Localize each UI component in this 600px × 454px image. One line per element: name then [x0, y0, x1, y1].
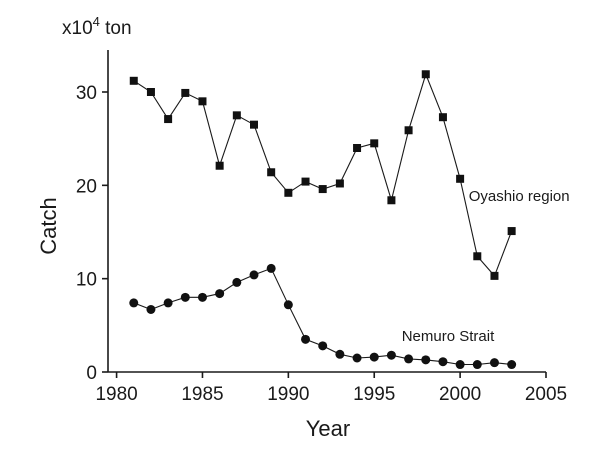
- x-tick-label-1990: 1990: [267, 384, 309, 405]
- square-point-oyashio-region-1996: [387, 196, 396, 205]
- square-point-oyashio-region-2001: [473, 252, 482, 261]
- square-point-oyashio-region-1995: [370, 139, 379, 148]
- square-point-oyashio-region-1994: [353, 144, 362, 152]
- data-series: [129, 70, 517, 370]
- axis-ticks: 1980 1985 1990 1995 2000 2005 0 10 20 30: [76, 83, 567, 405]
- y-tick-label-30: 30: [76, 83, 97, 104]
- y-unit-label: x104 ton: [62, 14, 132, 39]
- circle-point-nemuro-strait-1997: [404, 354, 414, 364]
- square-point-oyashio-region-1993: [335, 179, 344, 188]
- circle-point-nemuro-strait-2003: [507, 360, 517, 370]
- square-point-oyashio-region-1998: [421, 70, 430, 79]
- square-point-oyashio-region-1997: [404, 126, 413, 135]
- y-unit-suffix: ton: [100, 18, 132, 39]
- square-point-oyashio-region-1983: [164, 115, 173, 124]
- circle-point-nemuro-strait-1985: [197, 292, 207, 302]
- square-point-oyashio-region-2003: [507, 227, 516, 236]
- square-point-oyashio-region-1984: [181, 88, 190, 97]
- circle-point-nemuro-strait-1982: [146, 304, 156, 314]
- x-tick-label-1980: 1980: [95, 384, 137, 405]
- square-point-oyashio-region-1987: [232, 111, 241, 120]
- square-point-oyashio-region-1988: [250, 120, 258, 129]
- square-point-oyashio-region-2002: [490, 271, 499, 280]
- circle-point-nemuro-strait-1995: [369, 352, 379, 362]
- square-point-oyashio-region-2000: [456, 174, 465, 183]
- circle-point-nemuro-strait-1986: [215, 289, 225, 299]
- square-point-oyashio-region-1985: [198, 97, 207, 106]
- circle-point-nemuro-strait-1990: [283, 300, 293, 310]
- x-axis-title: Year: [306, 416, 350, 441]
- series-nemuro-strait: [129, 263, 517, 370]
- y-tick-label-10: 10: [76, 270, 97, 291]
- circle-point-nemuro-strait-1992: [318, 341, 328, 351]
- series-line-oyashio-region: [133, 72, 513, 277]
- series-oyashio-region: [129, 70, 516, 280]
- series-label-oyashio-region: Oyashio region: [469, 188, 570, 205]
- y-unit-prefix: x10: [62, 18, 93, 39]
- series-label-nemuro-strait: Nemuro Strait: [402, 328, 495, 345]
- circle-point-nemuro-strait-1991: [301, 334, 311, 344]
- circle-point-nemuro-strait-2002: [489, 358, 499, 368]
- square-point-oyashio-region-1986: [215, 161, 224, 170]
- circle-point-nemuro-strait-1993: [335, 349, 345, 359]
- y-unit-exponent: 4: [93, 14, 100, 29]
- circle-point-nemuro-strait-2001: [472, 360, 482, 370]
- square-point-oyashio-region-1981: [129, 76, 138, 85]
- x-tick-label-1985: 1985: [181, 384, 223, 405]
- circle-point-nemuro-strait-1999: [438, 357, 448, 367]
- circle-point-nemuro-strait-1987: [232, 277, 242, 287]
- square-point-oyashio-region-1999: [438, 113, 447, 122]
- square-point-oyashio-region-1991: [301, 177, 310, 186]
- chart-axes: [107, 50, 546, 373]
- circle-point-nemuro-strait-1994: [352, 353, 362, 363]
- circle-point-nemuro-strait-1984: [180, 292, 190, 302]
- circle-point-nemuro-strait-1989: [266, 263, 276, 273]
- circle-point-nemuro-strait-1981: [129, 298, 139, 308]
- series-labels: Oyashio region Nemuro Strait: [402, 188, 570, 345]
- square-point-oyashio-region-1989: [267, 168, 276, 177]
- y-axis-title: Catch: [36, 197, 61, 254]
- y-tick-label-20: 20: [76, 176, 97, 197]
- square-point-oyashio-region-1990: [284, 188, 293, 197]
- x-tick-label-2005: 2005: [525, 384, 567, 405]
- circle-point-nemuro-strait-2000: [455, 360, 465, 370]
- circle-point-nemuro-strait-1996: [386, 350, 396, 360]
- square-point-oyashio-region-1992: [318, 185, 327, 194]
- square-point-oyashio-region-1982: [146, 88, 155, 96]
- y-tick-label-0: 0: [86, 363, 97, 384]
- circle-point-nemuro-strait-1998: [421, 355, 431, 365]
- x-tick-label-1995: 1995: [353, 384, 395, 405]
- circle-point-nemuro-strait-1988: [249, 270, 259, 280]
- circle-point-nemuro-strait-1983: [163, 298, 173, 308]
- x-tick-label-2000: 2000: [439, 384, 481, 405]
